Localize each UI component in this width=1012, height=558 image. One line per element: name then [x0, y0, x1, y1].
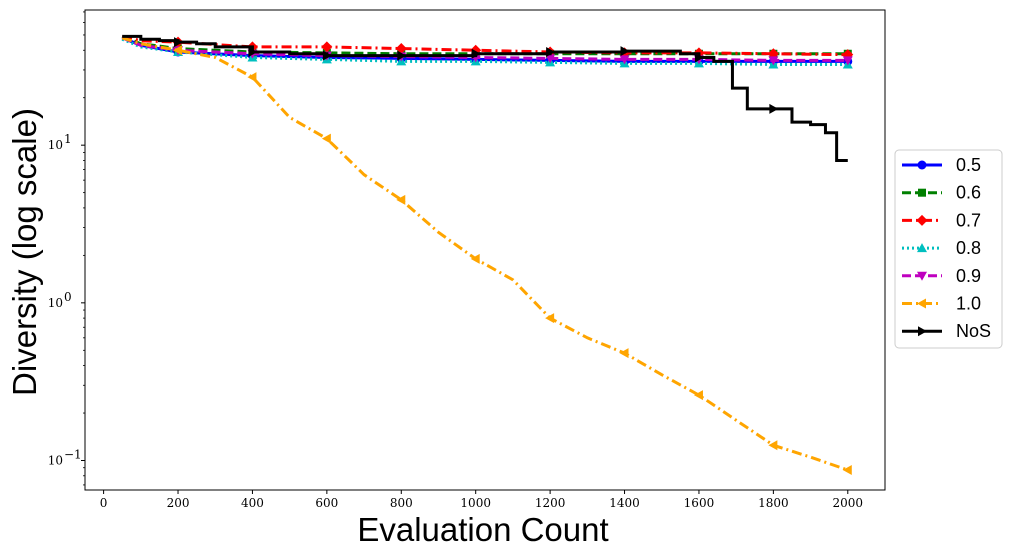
x-tick-label: 1400 [609, 496, 640, 510]
plot-background [85, 10, 885, 490]
data-point [619, 55, 630, 65]
x-tick-label: 200 [167, 496, 190, 510]
data-point [769, 103, 779, 114]
data-point [768, 56, 779, 66]
legend-label: 1.0 [956, 294, 981, 314]
x-tick-label: 600 [315, 496, 338, 510]
legend-marker [917, 160, 927, 170]
data-point [248, 46, 258, 57]
data-point [620, 46, 630, 57]
legend-label: 0.9 [956, 266, 981, 286]
x-axis-title: Evaluation Count [357, 511, 608, 548]
x-tick-label: 1000 [460, 496, 491, 510]
y-tick-exponent: 0 [64, 290, 72, 304]
data-point [842, 465, 852, 476]
data-point [545, 54, 556, 64]
x-tick-label: 800 [390, 496, 413, 510]
legend-entry-0.9: 0.9 [902, 266, 981, 286]
y-tick-exponent: 1 [64, 132, 72, 146]
x-axis: 0 200 400 600 800 1000 1200 1400 1600 1800 2000 [100, 490, 863, 510]
series-NoS [122, 34, 848, 162]
data-point [470, 253, 480, 264]
legend-marker [917, 298, 926, 309]
legend-label: 0.8 [956, 238, 981, 258]
series-1.0 [121, 36, 852, 476]
x-tick-label: 1800 [758, 496, 789, 510]
data-point [247, 72, 257, 83]
x-tick-label: 1200 [535, 496, 566, 510]
data-point [174, 37, 184, 48]
legend-label: 0.7 [956, 210, 981, 230]
data-point [693, 390, 703, 401]
plot-frame [84, 9, 886, 491]
legend-entry-0.7: 0.7 [902, 210, 981, 230]
legend: 0.5 0.6 0.7 0.8 0.9 1.0 NoS [894, 149, 1003, 349]
legend-entry-1.0: 1.0 [902, 294, 981, 314]
x-tick-label: 0 [100, 496, 108, 510]
data-point [768, 440, 778, 451]
y-axis-title: Diversity (log scale) [6, 108, 43, 396]
legend-label: NoS [956, 321, 991, 341]
data-point [395, 43, 407, 55]
data-point [396, 194, 406, 205]
y-tick-exponent: −1 [64, 448, 82, 462]
y-tick-label: 10 [48, 296, 63, 310]
legend-label: 0.6 [956, 183, 981, 203]
data-point [321, 41, 333, 53]
legend-entry-0.8: 0.8 [902, 238, 981, 258]
legend-entry-0.5: 0.5 [902, 155, 981, 175]
data-point [694, 52, 704, 63]
legend-marker [917, 271, 927, 281]
y-tick-label: 10 [48, 138, 63, 152]
series-line [121, 34, 848, 57]
x-tick-label: 1600 [684, 496, 715, 510]
data-point [321, 133, 331, 144]
legend-entry-NoS: NoS [902, 321, 991, 341]
series-line [122, 34, 848, 162]
legend-marker [918, 326, 927, 337]
data-point [471, 48, 481, 59]
y-tick-label: 10 [48, 454, 63, 468]
legend-marker [918, 188, 926, 197]
data-point [545, 313, 555, 324]
legend-label: 0.5 [956, 155, 981, 175]
x-tick-label: 400 [241, 496, 264, 510]
data-point [619, 348, 629, 359]
data-point [546, 46, 556, 57]
data-point [842, 56, 853, 66]
legend-marker [916, 214, 928, 226]
x-tick-label: 2000 [833, 496, 864, 510]
legend-entry-0.6: 0.6 [902, 183, 981, 203]
data-point [322, 50, 332, 61]
legend-frame [894, 149, 1003, 349]
data-point [173, 45, 183, 56]
series-line [121, 37, 848, 66]
series-layer [121, 34, 854, 476]
legend-marker [917, 243, 927, 253]
data-point [397, 50, 407, 61]
